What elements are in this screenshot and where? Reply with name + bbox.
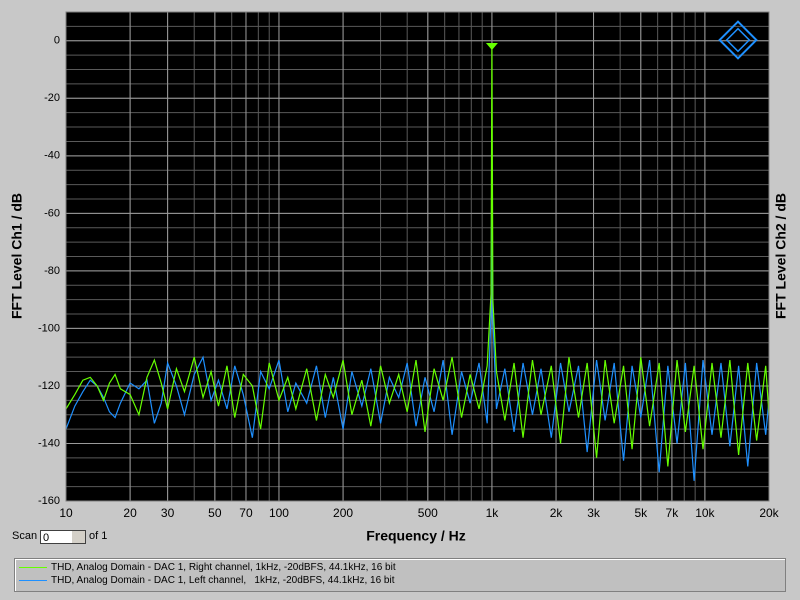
x-tick-label: 3k <box>587 506 601 520</box>
y-tick-label: -60 <box>44 207 60 219</box>
series-line <box>66 43 769 467</box>
y-tick-label: -40 <box>44 150 60 162</box>
x-tick-label: 20k <box>759 506 779 520</box>
x-tick-label: 5k <box>634 506 648 520</box>
plot-border <box>65 11 770 502</box>
x-tick-label: 1k <box>486 506 500 520</box>
series-line <box>66 207 769 481</box>
legend-label: THD, Analog Domain - DAC 1, Left channel… <box>51 575 395 586</box>
x-tick-label: 70 <box>239 506 253 520</box>
legend: THD, Analog Domain - DAC 1, Right channe… <box>14 558 786 592</box>
x-tick-label: 30 <box>161 506 175 520</box>
legend-entry: THD, Analog Domain - DAC 1, Left channel… <box>19 574 395 587</box>
legend-entry: THD, Analog Domain - DAC 1, Right channe… <box>19 561 396 574</box>
x-tick-label: 500 <box>418 506 438 520</box>
x-tick-label: 50 <box>208 506 222 520</box>
x-tick-label: 10k <box>695 506 715 520</box>
y-tick-label: -20 <box>44 92 60 104</box>
chart: Frequency / Hz FFT Level Ch1 / dB FFT Le… <box>9 11 789 544</box>
legend-label: THD, Analog Domain - DAC 1, Right channe… <box>51 562 396 573</box>
legend-swatch <box>19 567 47 568</box>
scan-label: Scan <box>12 530 38 542</box>
scan-of: of 1 <box>89 530 108 542</box>
x-tick-label: 100 <box>269 506 289 520</box>
cursor-marker <box>485 43 498 50</box>
x-tick-label: 7k <box>666 506 680 520</box>
x-tick-label: 10 <box>59 506 73 520</box>
legend-swatch <box>19 580 47 581</box>
scan-select[interactable]: 0 <box>40 530 86 544</box>
logo <box>718 20 758 60</box>
y-axis-label: FFT Level Ch1 / dB <box>9 193 25 319</box>
y-tick-label: -140 <box>38 437 60 449</box>
y-tick-label: -160 <box>38 495 60 507</box>
y-tick-label: 0 <box>54 35 60 47</box>
y-tick-label: -120 <box>38 380 60 392</box>
x-tick-label: 20 <box>123 506 137 520</box>
x-tick-label: 200 <box>333 506 353 520</box>
x-axis-label: Frequency / Hz <box>366 528 466 544</box>
x-tick-label: 2k <box>550 506 564 520</box>
y-tick-label: -100 <box>38 322 60 334</box>
y-tick-label: -80 <box>44 265 60 277</box>
y2-axis-label: FFT Level Ch2 / dB <box>773 193 789 319</box>
